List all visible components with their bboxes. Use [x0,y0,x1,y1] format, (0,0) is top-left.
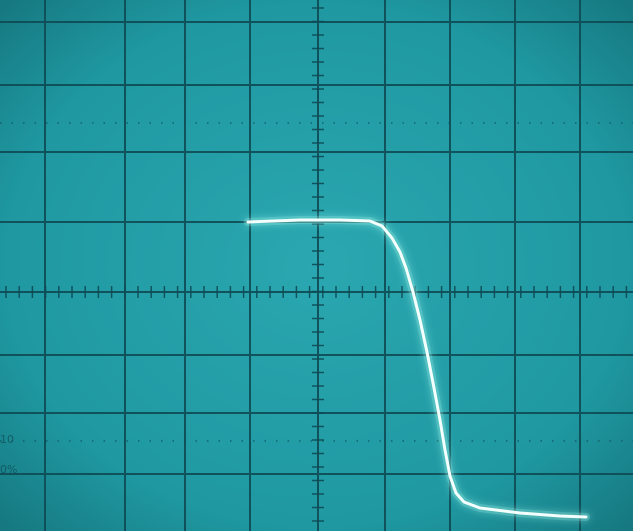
scale-label-bottom: 0% [0,463,17,476]
scale-label-top: 10 [0,433,14,446]
